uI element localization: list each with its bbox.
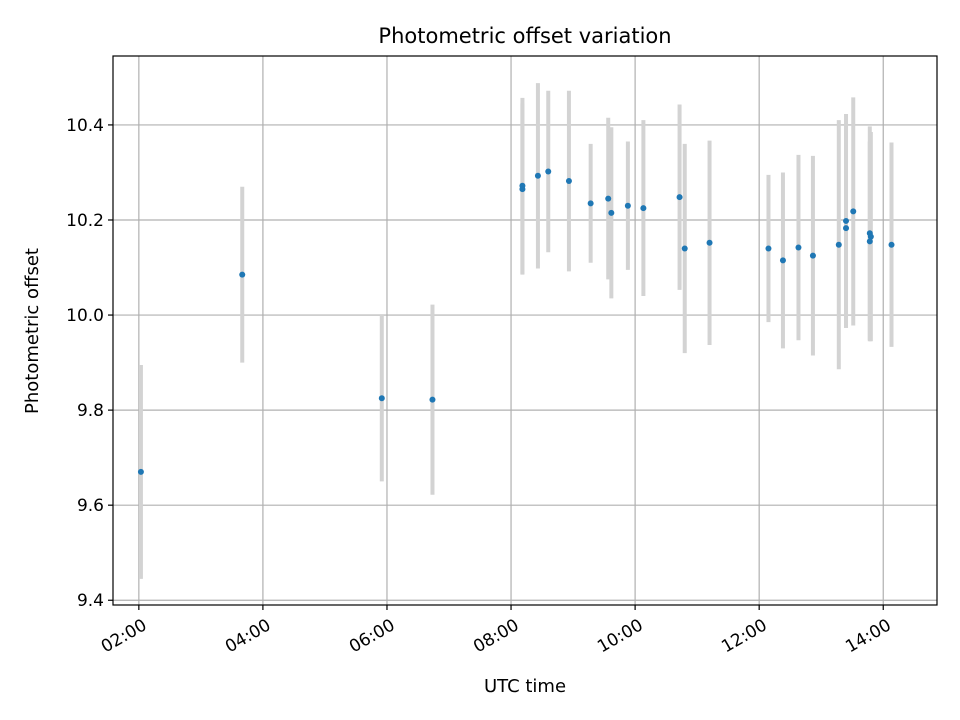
data-point [519,186,526,193]
y-tick-label: 10.2 [66,211,104,231]
y-tick-label: 9.4 [77,591,104,611]
data-point [835,241,842,248]
data-point [681,245,688,252]
data-point [867,233,874,240]
y-tick-label: 10.4 [66,116,104,136]
y-tick-label: 10.0 [66,306,104,326]
data-point [534,172,541,179]
data-point [137,468,144,475]
y-tick-label: 9.6 [77,496,104,516]
data-point [706,239,713,246]
data-point [765,245,772,252]
data-points [137,168,895,475]
data-point [624,202,631,209]
data-point [795,244,802,251]
data-point [608,209,615,216]
chart-title: Photometric offset variation [378,24,671,48]
data-point [850,208,857,215]
data-point [843,217,850,224]
data-point [565,178,572,185]
data-point [843,225,850,232]
data-point [676,194,683,201]
data-point [888,241,895,248]
data-point [545,168,552,175]
y-tick-label: 9.8 [77,401,104,421]
data-point [640,205,647,212]
plot-frame [112,55,938,606]
x-axis-label: UTC time [484,676,566,697]
data-point [587,200,594,207]
data-point [378,395,385,402]
data-point [779,257,786,264]
data-point [605,195,612,202]
data-point [239,271,246,278]
grid-lines [113,56,937,605]
y-axis-label: Photometric offset [22,248,43,414]
data-point [866,238,873,245]
data-point [429,396,436,403]
data-point [809,252,816,259]
